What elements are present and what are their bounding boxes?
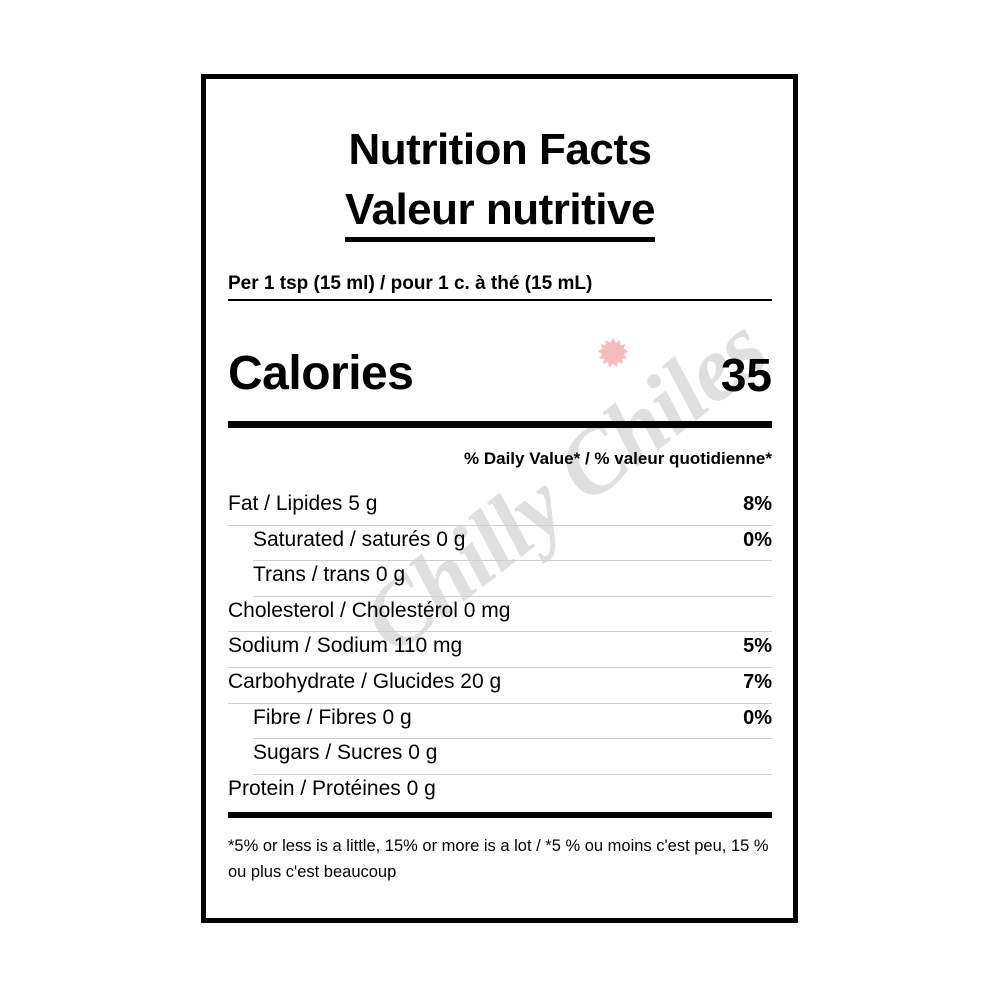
nutrient-table: Fat / Lipides 5 g 8% Saturated / saturés 0… — [228, 490, 772, 810]
nutrient-name: Protein / Protéines 0 g — [228, 776, 436, 800]
page-title-french-underline: Valeur nutritive — [345, 185, 655, 242]
nutrient-daily-value: 5% — [743, 635, 772, 658]
calories-value: 35 — [720, 349, 772, 401]
nutrient-row: Trans / trans 0 g — [228, 561, 772, 597]
nutrient-row-divider — [253, 738, 772, 740]
nutrient-name: Trans / trans 0 g — [253, 563, 406, 587]
nutrient-row-divider — [228, 524, 772, 526]
nutrient-row: Sodium / Sodium 110 mg 5% — [228, 632, 772, 668]
nutrient-name: Sugars / Sucres 0 g — [253, 741, 438, 765]
nutrient-row: Protein / Protéines 0 g — [228, 775, 772, 811]
nutrient-row: Fat / Lipides 5 g 8% — [228, 490, 772, 526]
page-title-english: Nutrition Facts — [348, 125, 652, 174]
nutrient-row: Saturated / saturés 0 g 0% — [228, 526, 772, 562]
nutrient-daily-value: 0% — [743, 528, 772, 551]
nutrient-row-divider — [253, 560, 772, 562]
nutrient-name: Carbohydrate / Glucides 20 g — [228, 669, 502, 693]
calories-divider — [228, 421, 772, 428]
nutrient-daily-value: 0% — [743, 706, 772, 729]
nutrient-row: Carbohydrate / Glucides 20 g 7% — [228, 668, 772, 704]
daily-value-footnote: *5% or less is a little, 15% or more is … — [228, 837, 769, 881]
nutrient-name: Saturated / saturés 0 g — [253, 527, 466, 551]
serving-divider — [228, 299, 772, 301]
nutrient-row-divider — [228, 666, 772, 668]
nutrient-table-bottom-divider — [228, 812, 772, 818]
panel-inner: Nutrition Facts Valeur nutritive Per 1 t… — [228, 79, 772, 918]
nutrient-row: Cholesterol / Cholestérol 0 mg — [228, 597, 772, 633]
nutrient-name: Fat / Lipides 5 g — [228, 492, 378, 515]
nutrition-facts-panel: Nutrition Facts Valeur nutritive Per 1 t… — [201, 74, 798, 923]
nutrient-row-divider — [253, 595, 772, 597]
calories-row: Calories 35 — [228, 350, 772, 410]
nutrient-daily-value: 7% — [743, 670, 772, 693]
calories-label: Calories — [228, 347, 414, 400]
nutrient-row-divider — [228, 631, 772, 633]
nutrient-row: Sugars / Sucres 0 g — [228, 739, 772, 775]
page-title-french: Valeur nutritive — [228, 185, 772, 242]
daily-value-header: % Daily Value* / % valeur quotidienne* — [464, 449, 772, 468]
nutrient-row: Fibre / Fibres 0 g 0% — [228, 704, 772, 740]
nutrient-name: Fibre / Fibres 0 g — [253, 705, 412, 729]
nutrient-name: Cholesterol / Cholestérol 0 mg — [228, 598, 511, 622]
nutrient-row-divider — [228, 702, 772, 704]
serving-size-text: Per 1 tsp (15 ml) / pour 1 c. à thé (15 … — [228, 273, 593, 294]
nutrient-name: Sodium / Sodium 110 mg — [228, 634, 463, 658]
nutrient-row-divider — [253, 773, 772, 775]
nutrient-daily-value: 8% — [743, 493, 772, 515]
